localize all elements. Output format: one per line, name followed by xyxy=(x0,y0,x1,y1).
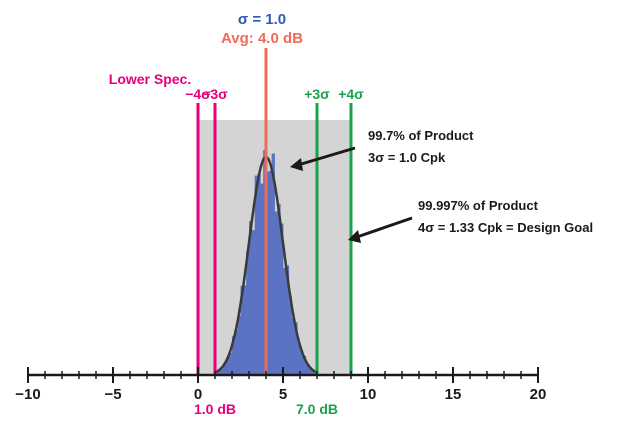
annotation-3-sigma-line-2: 3σ = 1.0 Cpk xyxy=(368,150,446,165)
limit-value-label: 1.0 dB xyxy=(194,401,236,417)
x-tick-label: 20 xyxy=(530,386,547,403)
histogram-bar xyxy=(300,350,304,375)
histogram-bar xyxy=(271,153,275,375)
histogram-bar xyxy=(234,330,239,375)
limit-value-label: 7.0 dB xyxy=(296,401,338,417)
annotation-3-sigma-arrow xyxy=(297,146,356,167)
lower-spec-label: Lower Spec. xyxy=(109,71,191,87)
annotation-3-sigma: 99.7% of Product 3σ = 1.0 Cpk xyxy=(290,128,474,171)
annotation-4-sigma-arrowhead xyxy=(348,230,361,243)
histogram-bar xyxy=(288,296,292,375)
x-tick-label: 15 xyxy=(445,386,462,403)
histogram-bar xyxy=(291,317,295,375)
histogram-bar xyxy=(232,336,236,375)
x-tick-label: −10 xyxy=(15,386,40,403)
x-tick-label: 5 xyxy=(279,386,287,403)
histogram-bar xyxy=(294,322,298,375)
limit-line-label: −3σ xyxy=(202,86,228,102)
annotation-4-sigma-arrow xyxy=(356,216,413,239)
histogram-bar xyxy=(226,357,230,375)
histogram-bar xyxy=(217,369,222,375)
histogram-bar xyxy=(240,285,244,375)
histogram-bar xyxy=(215,371,219,375)
x-tick-label: 10 xyxy=(360,386,377,403)
histogram-bar xyxy=(280,223,284,375)
histogram-bar xyxy=(305,364,309,375)
limit-lines: −4σ−3σ +3σ +4σ 1.0 dB 7.0 dB xyxy=(185,48,364,417)
histogram-bar xyxy=(257,173,261,375)
histogram-bar xyxy=(283,267,287,375)
annotation-4-sigma-line-2: 4σ = 1.33 Cpk = Design Goal xyxy=(418,220,593,235)
histogram-bar xyxy=(277,203,281,375)
histogram-bar xyxy=(223,362,227,375)
histogram-bar xyxy=(260,183,264,375)
histogram-bar xyxy=(266,171,270,375)
histogram-bar xyxy=(285,265,290,375)
histogram-bar xyxy=(249,221,253,375)
histogram-bar xyxy=(274,211,278,375)
histogram-bar xyxy=(302,355,307,375)
histogram-bar xyxy=(308,366,312,375)
avg-label: Avg: 4.0 dB xyxy=(221,30,303,47)
x-tick-label: 0 xyxy=(194,386,202,403)
sigma-label: σ = 1.0 xyxy=(238,11,286,28)
histogram-bar xyxy=(297,343,301,375)
histogram-bar xyxy=(229,352,233,375)
histogram-bar xyxy=(251,230,256,375)
annotation-3-sigma-arrowhead xyxy=(290,158,303,171)
annotation-4-sigma: 99.997% of Product 4σ = 1.33 Cpk = Desig… xyxy=(348,198,593,243)
histogram-bar xyxy=(268,170,273,375)
histogram-bar xyxy=(237,316,241,375)
histogram-bar xyxy=(246,251,250,375)
histogram-bar xyxy=(220,368,224,375)
annotation-3-sigma-line-1: 99.7% of Product xyxy=(368,128,474,143)
histogram-bar xyxy=(254,175,258,375)
x-tick-label: −5 xyxy=(104,386,121,403)
annotation-4-sigma-line-1: 99.997% of Product xyxy=(418,198,539,213)
limit-line-label: −4σ xyxy=(185,86,211,102)
x-axis-ticks: −10 −5 0 5 10 15 20 xyxy=(15,367,546,403)
limit-line-label: +3σ xyxy=(304,86,330,102)
histogram-bar xyxy=(311,369,315,375)
histogram-bar xyxy=(243,285,247,375)
limit-line-label: +4σ xyxy=(338,86,364,102)
